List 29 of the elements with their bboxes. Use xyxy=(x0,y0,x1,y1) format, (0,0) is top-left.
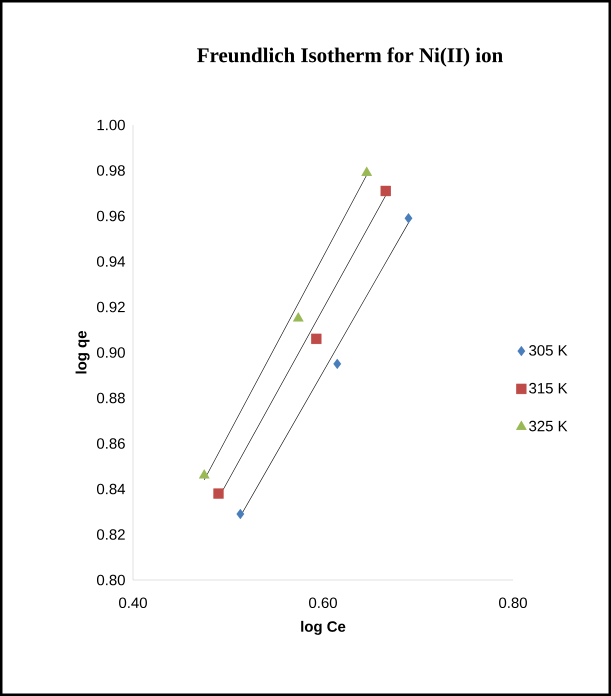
point xyxy=(333,358,342,370)
legend-label: 315 K xyxy=(529,382,568,394)
y-tick-label: 0.96 xyxy=(96,210,125,222)
legend-label: 325 K xyxy=(529,420,568,432)
point xyxy=(292,312,304,322)
y-tick-label: 0.94 xyxy=(96,256,126,267)
x-axis-title: log Ce xyxy=(301,620,346,635)
point xyxy=(380,186,391,196)
y-axis-title: log qe xyxy=(76,331,90,374)
y-tick-label: 0.90 xyxy=(96,347,125,358)
point xyxy=(361,166,372,176)
y-tick-label: 0.86 xyxy=(96,438,125,449)
x-tick-label: 0.80 xyxy=(499,597,527,608)
y-tick-label: 0.88 xyxy=(96,392,125,404)
point xyxy=(198,469,210,479)
point xyxy=(213,488,224,499)
chart-title: Freundlich Isotherm for Ni(II) ion xyxy=(197,47,503,67)
y-tick-label: 0.92 xyxy=(96,302,125,312)
y-tick-label: 1.00 xyxy=(98,120,125,130)
y-tick-label: 0.98 xyxy=(96,165,125,176)
legend-label: 305 K xyxy=(529,345,568,356)
y-tick-label: 0.82 xyxy=(96,529,125,540)
y-tick-label: 0.80 xyxy=(96,574,125,586)
x-tick-label: 0.60 xyxy=(309,597,337,608)
point xyxy=(236,508,244,520)
y-tick-label: 0.84 xyxy=(96,484,126,494)
point xyxy=(311,334,322,344)
point xyxy=(404,213,412,224)
x-tick-label: 0.40 xyxy=(119,597,147,608)
